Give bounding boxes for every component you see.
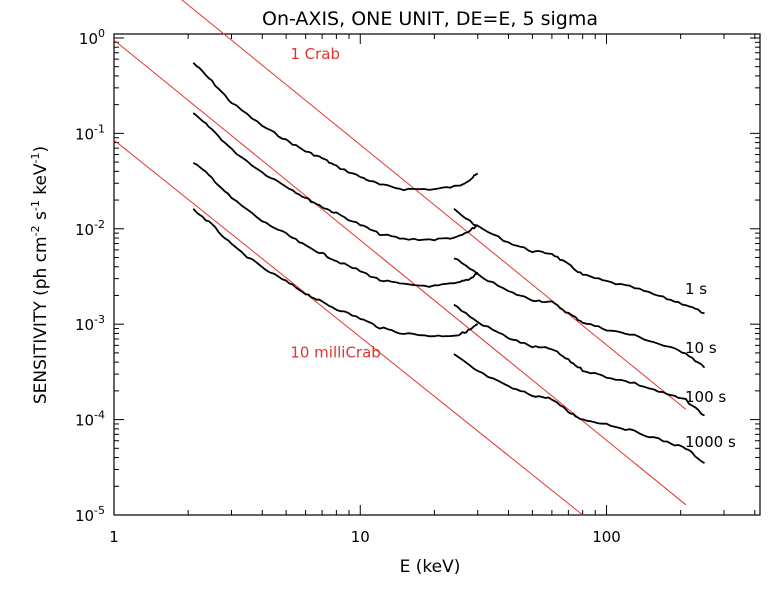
x-axis-label: E (keV): [400, 557, 461, 577]
chart-title: On-AXIS, ONE UNIT, DE=E, 5 sigma: [262, 8, 598, 30]
sensitivity-curve-low-1s: [192, 62, 479, 192]
y-tick-label: 10-5: [75, 504, 105, 525]
sensitivity-curve-high-100s: [453, 303, 705, 417]
series-labels: 1 s 10 s 100 s 1000 s: [685, 280, 736, 451]
x-tick-label: 10: [351, 528, 370, 546]
reference-annotation: 1 Crab: [290, 45, 340, 63]
y-label-exp3: -1: [29, 152, 42, 163]
reference-annotation: 10 milliCrab: [290, 343, 381, 361]
y-label-post: ): [31, 146, 51, 153]
y-tick-label: 10-3: [75, 313, 105, 334]
y-tick-label: 10-1: [75, 122, 105, 143]
sensitivity-curve-high-1000s: [453, 353, 705, 464]
y-tick-label: 100: [79, 27, 105, 48]
y-label-mid2: keV: [31, 163, 51, 200]
series-label: 10 s: [685, 339, 717, 357]
plot-frame: [113, 33, 761, 516]
series-label: 100 s: [685, 388, 726, 406]
y-label-exp1: -2: [29, 225, 42, 236]
reference-lines: 1 Crab 10 milliCrab: [113, 0, 687, 516]
series-label: 1 s: [685, 280, 707, 298]
sensitivity-curve-low-10s: [192, 112, 479, 242]
reference-line-crab-upper: [181, 0, 687, 410]
svg-text:SENSITIVITY (ph cm-2 s-1 keV-1: SENSITIVITY (ph cm-2 s-1 keV-1): [29, 146, 51, 404]
x-tick-label: 1: [109, 528, 119, 546]
sensitivity-curve-low-100s: [192, 162, 479, 288]
y-axis-label: SENSITIVITY (ph cm-2 s-1 keV-1): [29, 146, 51, 404]
x-tick-label: 100: [592, 528, 621, 546]
sensitivity-curve-low-1000s: [192, 208, 479, 338]
reference-line-crab-10milli: [113, 139, 584, 516]
reference-line-crab-1: [113, 39, 687, 506]
y-label-mid1: s: [31, 211, 51, 225]
series-label: 1000 s: [685, 433, 736, 451]
sensitivity-curve-high-1s: [453, 208, 705, 315]
axes: 1 10 100 10-5 10-4 10-3 10-2 10-1 100: [75, 27, 761, 546]
y-label-exp2: -1: [29, 200, 42, 211]
sensitivity-curves: [192, 62, 706, 464]
y-tick-label: 10-4: [75, 409, 105, 430]
y-tick-label: 10-2: [75, 218, 105, 239]
y-label-pre: SENSITIVITY (ph cm: [31, 236, 51, 404]
sensitivity-curve-high-10s: [453, 257, 706, 369]
